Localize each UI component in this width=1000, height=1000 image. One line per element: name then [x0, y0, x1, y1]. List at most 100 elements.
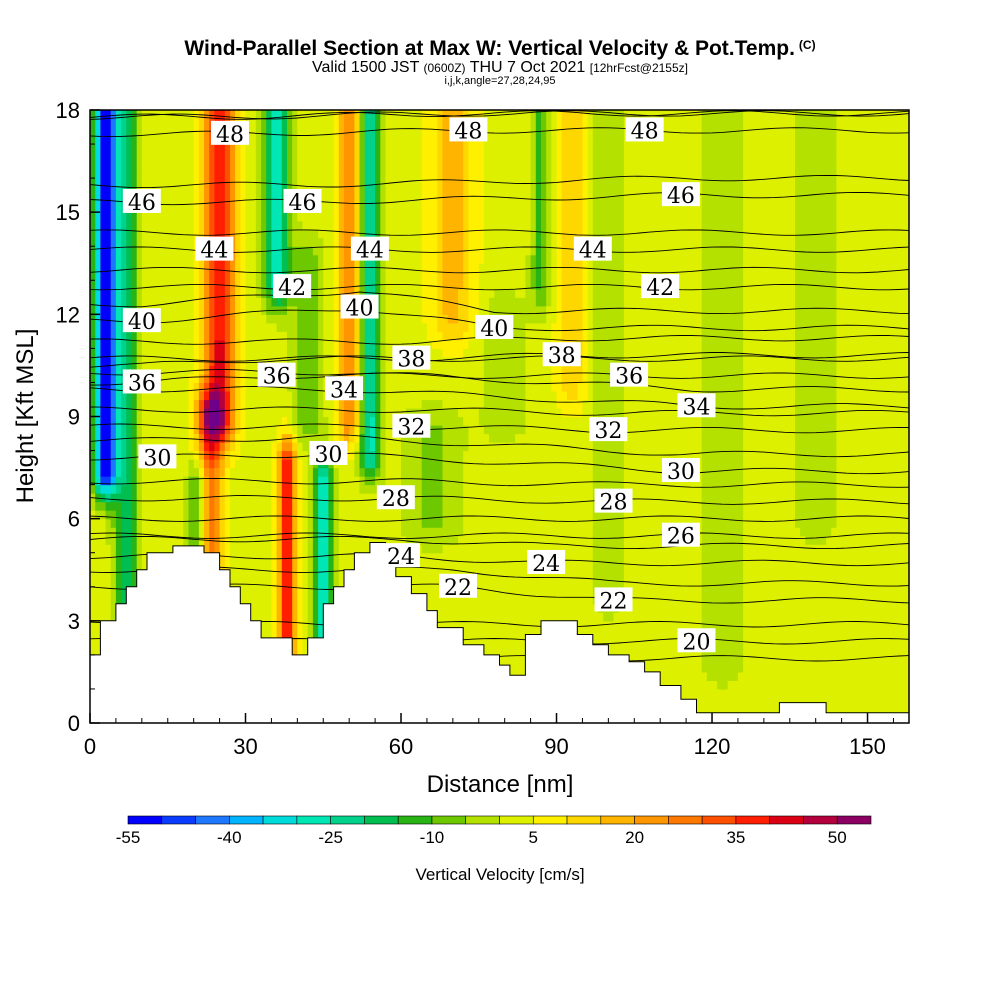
velocity-cell: [100, 459, 107, 469]
velocity-cell: [369, 467, 376, 477]
velocity-cell: [333, 152, 340, 162]
velocity-cell: [157, 144, 164, 154]
velocity-cell: [178, 161, 184, 171]
velocity-cell: [214, 271, 221, 281]
velocity-cell: [245, 450, 252, 460]
velocity-cell: [432, 237, 438, 247]
velocity-cell: [250, 561, 257, 571]
velocity-cell: [115, 322, 122, 332]
velocity-cell: [385, 382, 392, 392]
velocity-cell: [141, 135, 148, 145]
velocity-cell: [437, 135, 444, 145]
velocity-cell: [333, 161, 340, 171]
velocity-cell: [354, 399, 361, 409]
velocity-cell: [131, 118, 138, 128]
velocity-cell: [411, 391, 418, 401]
velocity-cell: [193, 297, 200, 307]
velocity-cell: [442, 348, 449, 358]
velocity-cell: [110, 450, 117, 460]
velocity-cell: [323, 203, 330, 213]
velocity-cell: [390, 271, 397, 281]
velocity-cell: [183, 288, 190, 298]
velocity-cell: [426, 408, 433, 418]
velocity-cell: [157, 229, 164, 239]
chart-title: Wind-Parallel Section at Max W: Vertical…: [0, 38, 1000, 59]
velocity-cell: [375, 518, 381, 528]
velocity-cell: [255, 493, 262, 503]
velocity-cell: [136, 476, 143, 486]
velocity-cell: [131, 399, 138, 409]
velocity-cell: [172, 314, 179, 324]
velocity-cell: [406, 314, 412, 324]
velocity-cell: [411, 569, 418, 579]
velocity-cell: [297, 620, 304, 630]
velocity-cell: [240, 442, 247, 452]
velocity-cell: [349, 365, 355, 375]
velocity-cell: [432, 246, 438, 256]
velocity-cell: [157, 348, 164, 358]
velocity-cell: [318, 254, 324, 264]
velocity-cell: [432, 433, 438, 443]
velocity-cell: [183, 305, 190, 315]
velocity-cell: [328, 144, 335, 154]
velocity-cell: [333, 493, 340, 503]
velocity-cell: [105, 314, 112, 324]
velocity-cell: [359, 331, 366, 341]
velocity-cell: [411, 127, 418, 137]
velocity-cell: [359, 527, 366, 537]
velocity-cell: [349, 220, 355, 230]
velocity-cell: [100, 186, 107, 196]
velocity-cell: [411, 297, 418, 307]
velocity-cell: [214, 220, 221, 230]
velocity-cell: [312, 152, 319, 162]
velocity-cell: [141, 144, 148, 154]
velocity-cell: [240, 348, 247, 358]
velocity-cell: [380, 391, 387, 401]
velocity-cell: [224, 271, 231, 281]
velocity-cell: [328, 552, 335, 562]
velocity-cell: [292, 339, 298, 349]
velocity-cell: [110, 229, 117, 239]
velocity-cell: [312, 356, 319, 366]
velocity-cell: [183, 144, 190, 154]
velocity-cell: [442, 144, 449, 154]
velocity-cell: [385, 476, 392, 486]
velocity-cell: [266, 229, 272, 239]
velocity-cell: [307, 297, 314, 307]
velocity-cell: [406, 373, 412, 383]
velocity-cell: [224, 280, 231, 290]
velocity-cell: [209, 501, 215, 511]
velocity-cell: [157, 288, 164, 298]
velocity-cell: [90, 161, 96, 171]
velocity-cell: [152, 271, 158, 281]
velocity-cell: [100, 408, 107, 418]
velocity-cell: [162, 476, 169, 486]
velocity-cell: [266, 297, 272, 307]
velocity-cell: [90, 501, 96, 511]
velocity-cell: [312, 314, 319, 324]
velocity-cell: [349, 518, 355, 528]
velocity-cell: [266, 552, 272, 562]
velocity-cell: [172, 339, 179, 349]
velocity-cell: [287, 501, 293, 511]
velocity-cell: [183, 493, 190, 503]
velocity-cell: [380, 459, 387, 469]
velocity-cell: [209, 433, 215, 443]
velocity-cell: [183, 527, 190, 537]
velocity-cell: [261, 552, 267, 562]
velocity-cell: [230, 510, 236, 520]
velocity-cell: [442, 152, 449, 162]
velocity-cell: [437, 246, 444, 256]
velocity-cell: [302, 442, 309, 452]
velocity-cell: [375, 178, 381, 188]
velocity-cell: [141, 169, 148, 179]
velocity-cell: [302, 433, 309, 443]
velocity-cell: [219, 510, 226, 520]
velocity-cell: [395, 382, 402, 392]
velocity-cell: [230, 144, 236, 154]
velocity-cell: [333, 229, 340, 239]
velocity-cell: [442, 339, 449, 349]
velocity-cell: [100, 280, 107, 290]
velocity-cell: [323, 288, 330, 298]
velocity-cell: [349, 442, 355, 452]
